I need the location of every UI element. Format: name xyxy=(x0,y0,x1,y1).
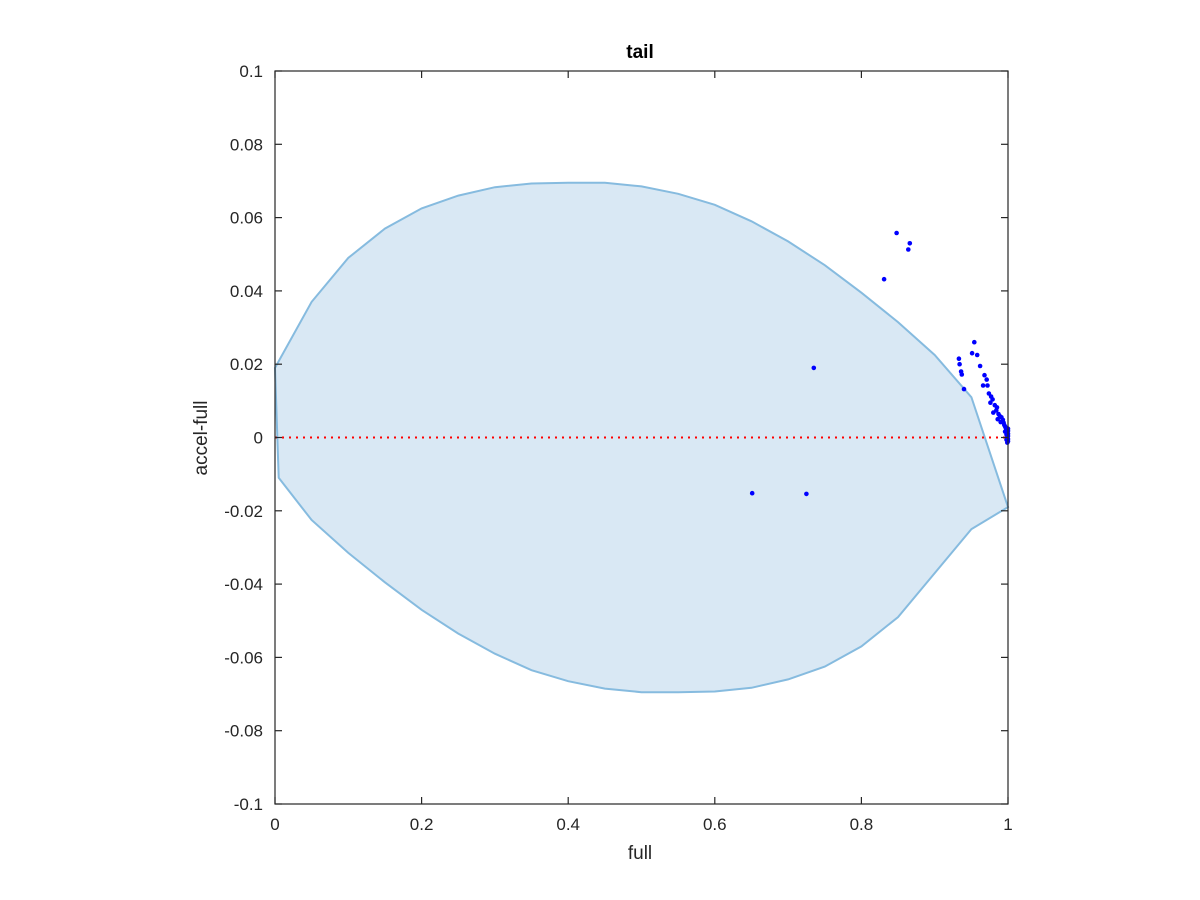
scatter-point xyxy=(907,241,913,246)
scatter-point xyxy=(974,352,980,358)
y-tick-label: -0.02 xyxy=(224,502,263,521)
x-tick-label: 1 xyxy=(1003,815,1012,834)
y-tick-label: -0.04 xyxy=(224,575,263,594)
y-tick-label: -0.08 xyxy=(224,722,263,741)
scatter-point xyxy=(957,361,962,367)
scatter-point xyxy=(995,416,1000,422)
tick-labels-layer: 0 0.2 0.4 0.6 0.8 1 -0.1 -0.08 -0.06 -0.04 -0.02 0 0… xyxy=(224,62,1012,834)
x-tick-label: 0.6 xyxy=(703,815,727,834)
y-tick-label: 0.1 xyxy=(239,62,263,81)
y-tick-label: -0.1 xyxy=(234,795,263,814)
scatter-point xyxy=(985,383,990,388)
scatter-point xyxy=(977,363,983,369)
x-axis-label: full xyxy=(628,843,652,864)
scatter-point xyxy=(804,491,809,497)
scatter-point xyxy=(811,365,817,371)
y-tick-label: 0.02 xyxy=(230,355,263,374)
scatter-point xyxy=(972,339,977,345)
scatter-point xyxy=(906,247,911,252)
scatter-point xyxy=(990,397,995,402)
scatter-point xyxy=(988,400,993,406)
y-tick-label: 0.08 xyxy=(230,135,263,154)
scatter-point xyxy=(982,372,987,378)
axes-layer xyxy=(274,70,1009,805)
scatter-point xyxy=(749,490,755,496)
confidence-ellipse xyxy=(273,181,1010,694)
scatter-point xyxy=(881,276,887,282)
scatter-point xyxy=(980,383,986,388)
scatter-point xyxy=(956,356,962,362)
ellipse-region-layer xyxy=(273,181,1010,694)
y-tick-label: -0.06 xyxy=(224,648,263,667)
chart-title: tail xyxy=(626,42,653,63)
y-axis-label: accel-full xyxy=(191,401,212,476)
scatter-point xyxy=(959,372,965,377)
scatter-points-layer xyxy=(749,230,1011,497)
y-tick-label: 0.04 xyxy=(230,282,263,301)
scatter-point xyxy=(969,350,975,356)
x-tick-label: 0.4 xyxy=(556,815,580,834)
scatter-point xyxy=(961,386,967,392)
x-tick-label: 0 xyxy=(270,815,279,834)
scatter-point xyxy=(1005,440,1010,445)
x-tick-label: 0.2 xyxy=(410,815,434,834)
y-tick-label: 0 xyxy=(254,429,263,448)
scatter-point xyxy=(894,230,899,236)
y-tick-label: 0.06 xyxy=(230,209,263,228)
scatter-point xyxy=(984,377,989,382)
scatter-point xyxy=(991,410,996,415)
x-tick-label: 0.8 xyxy=(850,815,874,834)
